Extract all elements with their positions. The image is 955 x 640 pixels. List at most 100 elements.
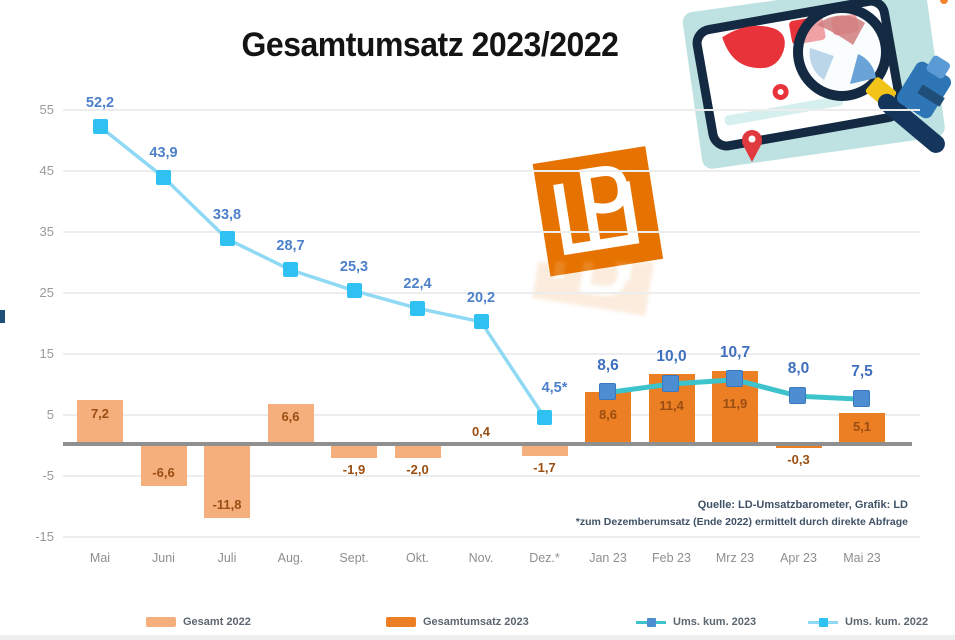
ld-logo-reflection [525,262,675,322]
bar-value-label: 7,2 [90,406,110,422]
edge-artifact [0,310,5,323]
legend-line-marker [818,617,828,627]
legend-bar-swatch [386,617,416,627]
x-axis-category-label: Juli [217,551,237,565]
bar [204,446,250,518]
line-marker [852,389,870,407]
x-axis-category-label: Mai 23 [843,551,881,565]
line-marker [92,119,108,135]
bar-value-label: -2,0 [406,462,429,478]
gridline [63,169,920,172]
x-axis-category-label: Mrz 23 [715,551,755,565]
gridline [63,474,920,477]
bar-value-label: -6,6 [152,464,175,480]
bar [394,446,441,459]
line-value-label: 28,7 [276,237,305,254]
y-axis-tick-label: 15 [39,345,54,361]
bar-value-label: 8,6 [598,407,618,423]
line-marker [789,386,806,404]
y-axis-tick-label: -15 [35,528,54,544]
legend-line-marker [646,617,656,627]
line-marker [346,283,362,299]
map-analysis-illustration [682,0,952,169]
x-axis-category-label: Feb 23 [652,551,691,565]
map-pin-icon [742,130,762,162]
line-marker [156,169,171,185]
line-marker [283,262,298,278]
line-marker [410,300,425,316]
gridline [63,352,920,355]
legend-label: Gesamt 2022 [183,616,251,628]
bar-value-label: -1,7 [533,460,556,476]
legend-label: Gesamtumsatz 2023 [423,616,529,628]
bar [521,446,568,457]
line-marker [725,370,743,388]
bar-value-label: 11,9 [722,396,748,412]
gridline [63,413,920,416]
y-axis-tick-label: 25 [39,284,54,300]
line-value-label: 22,4 [403,276,432,293]
bar-value-label: 6,6 [281,408,300,424]
y-axis-tick-label: 55 [39,101,54,117]
line-value-label: 10,7 [719,343,751,361]
line-value-label: 52,2 [85,94,115,111]
legend-bar-swatch [146,617,176,627]
legend-label: Ums. kum. 2022 [845,616,929,628]
line-marker [537,410,552,426]
bar [839,412,885,444]
x-axis-category-label: Okt. [406,551,429,565]
x-axis-category-label: Nov. [468,551,494,565]
line-value-label: 8,0 [787,360,810,378]
chart-title: Gesamtumsatz 2023/2022 [241,26,619,64]
legend-line-swatch [808,616,838,628]
legend-line-swatch [636,616,666,628]
line-marker [473,314,489,330]
x-axis-category-label: Aug. [277,551,304,565]
bar [331,446,377,458]
x-axis-category-label: Sept. [339,551,369,565]
gridline [63,108,920,111]
x-axis-category-label: Dez.* [529,551,560,565]
accent-dot [940,0,948,4]
x-axis-category-label: Apr 23 [780,551,817,565]
bar-value-label: 0,4 [471,423,491,439]
line-marker [598,383,616,401]
x-axis-category-label: Juni [152,551,175,565]
line-value-label: 8,6 [597,356,619,374]
line-value-label: 25,3 [339,258,369,275]
gridline [63,230,920,233]
source-line: Quelle: LD-Umsatzbarometer, Grafik: LD [697,499,908,511]
zero-axis-line [63,442,912,446]
legend-item: Gesamt 2022 [146,612,251,632]
gridline [63,535,920,538]
line-marker [662,374,679,392]
bottom-edge-band [0,635,955,640]
line-value-label: 7,5 [851,363,873,381]
wrench-icon [896,55,952,119]
line-value-label: 20,2 [466,289,496,306]
y-axis-tick-label: -5 [42,467,54,483]
bar [140,446,187,486]
source-note: Quelle: LD-Umsatzbarometer, Grafik: LD *… [576,497,908,531]
x-axis-category-label: Mai [89,551,111,565]
x-axis-category-label: Jan 23 [589,551,627,565]
line-value-label: 33,8 [212,206,242,223]
line-value-label: 43,9 [149,145,178,162]
footnote-line: *zum Dezemberumsatz (Ende 2022) ermittel… [575,516,908,528]
legend-item: Ums. kum. 2022 [808,612,928,632]
y-axis-tick-label: 5 [46,406,54,422]
legend-label: Ums. kum. 2023 [673,616,757,628]
legend-item: Gesamtumsatz 2023 [386,612,529,632]
bar-value-label: -11,8 [212,496,242,512]
line-marker [219,231,235,247]
line-value-label: 4,5* [541,379,568,396]
bar-value-label: 11,4 [659,397,684,413]
bar-value-label: 5,1 [852,418,872,434]
legend-item: Ums. kum. 2023 [636,612,756,632]
y-axis-tick-label: 45 [39,162,54,178]
bar-value-label: -0,3 [787,452,810,467]
bar-value-label: -1,9 [342,461,366,477]
bar [775,446,822,448]
line-value-label: 10,0 [656,348,687,365]
